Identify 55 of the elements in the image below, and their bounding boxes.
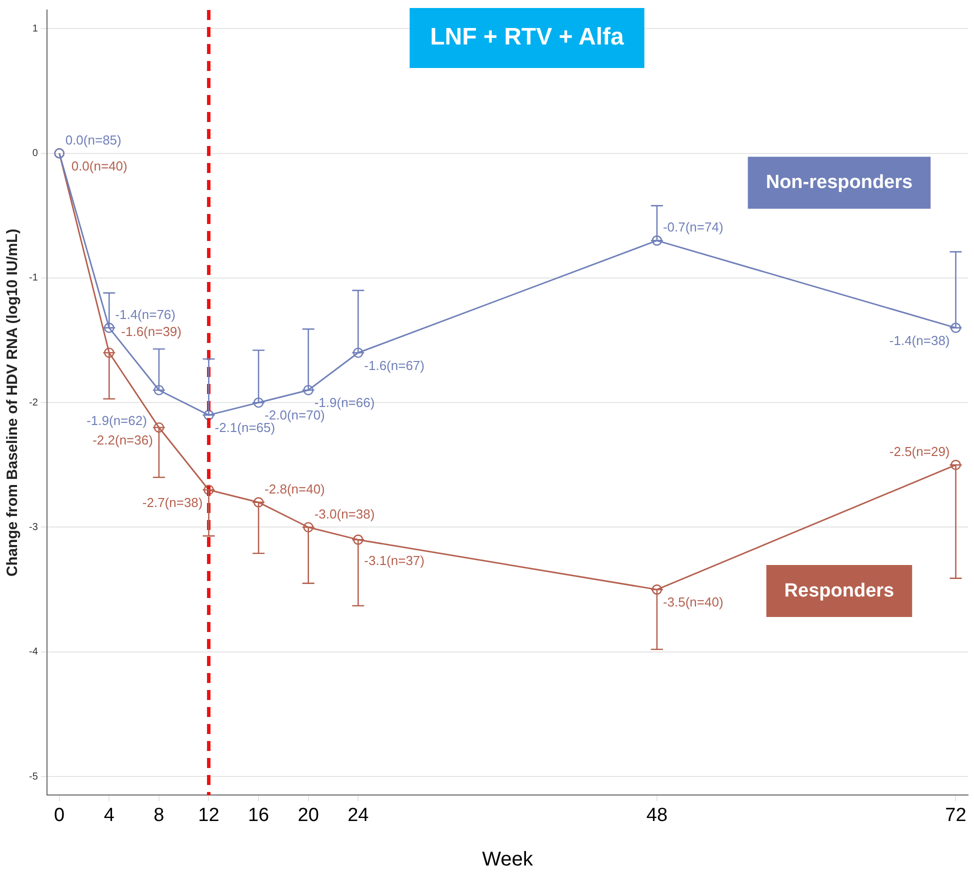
point [104,322,114,333]
data-label: -3.0(n=38) [314,506,375,522]
x-tick-label: 8 [154,804,164,826]
y-tick-label: 1 [32,23,38,34]
y-tick-label: -5 [28,771,38,782]
data-label: -1.6(n=67) [364,358,424,373]
point [154,422,164,433]
x-tick-label: 12 [198,804,220,826]
point [204,484,214,495]
point [652,584,662,595]
point [204,410,214,420]
data-label: -2.8(n=40) [264,481,325,496]
point [303,384,314,396]
data-label: -1.9(n=66) [314,395,375,410]
data-label: -2.7(n=38) [142,494,203,510]
x-tick-label: 20 [298,804,319,826]
data-label: 0.0(n=40) [71,158,128,174]
y-tick-label: -3 [28,522,38,533]
text: Responders [784,580,894,602]
x-tick-label: 4 [104,804,115,826]
x-tick-label: 24 [348,804,370,826]
x-tick-label: 48 [646,804,668,826]
data-label: 0.0(n=85) [65,132,122,148]
data-label: -2.2(n=36) [92,432,153,448]
point [253,397,264,408]
x-tick-label: 0 [54,804,65,826]
point [950,460,961,470]
data-label: -1.6(n=39) [121,324,182,339]
y-tick-label: -1 [28,272,38,284]
x-tick-label: 16 [248,804,270,826]
y-tick-label: -2 [28,397,38,408]
data-label: -3.5(n=40) [662,594,724,610]
point [950,322,961,333]
data-label: -1.9(n=62) [86,413,147,428]
data-label: -1.4(n=38) [889,332,950,348]
x-axis-title: Week [482,848,534,871]
point [303,522,314,532]
data-label: -2.0(n=70) [264,408,325,423]
point [352,534,364,545]
data-label: -0.7(n=74) [662,220,724,235]
point [652,235,662,246]
text: Non-responders [766,172,913,193]
x-tick-label: 72 [945,804,966,826]
data-label: -1.4(n=76) [115,306,176,322]
point [253,497,264,508]
data-label: -3.1(n=37) [364,552,424,568]
y-tick-label: 0 [32,148,38,160]
point [154,384,164,396]
y-axis-title: Change from Baseline of HDV RNA (log10 IU/mL) [4,228,22,577]
text: LNF + RTV + Alfa [430,24,625,51]
point [104,348,114,358]
point [352,348,364,358]
y-tick-label: -4 [28,646,38,658]
data-label: -2.5(n=29) [889,444,950,459]
data-label: -2.1(n=65) [214,420,276,436]
